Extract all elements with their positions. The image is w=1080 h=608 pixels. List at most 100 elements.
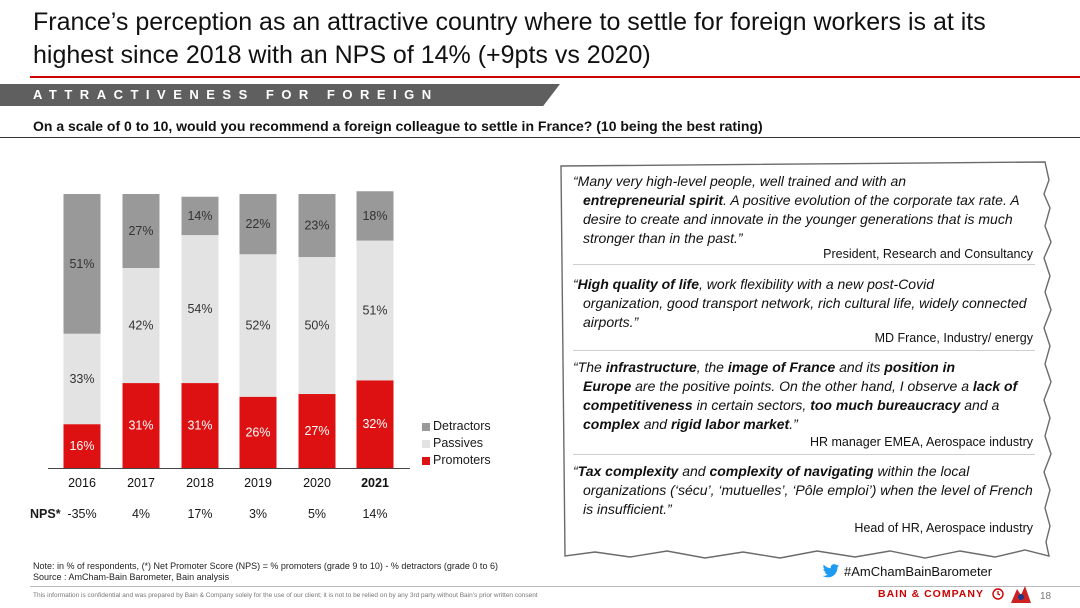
quotes-panel: “Many very high-level people, well train… (555, 160, 1055, 570)
bar-detractors-2017 (122, 194, 160, 268)
quote-1-attribution: President, Research and Consultancy (823, 247, 1033, 261)
data-label-passives-2017: 42% (128, 319, 153, 333)
nps-value-2019: 3% (248, 507, 268, 521)
bar-promoters-2021 (356, 380, 394, 468)
quote-continuation: entrepreneurial spirit. A positive evolu… (573, 191, 1033, 248)
legend-item-detractors: Detractors (422, 418, 491, 435)
quote-text: are the positive points. On the other ha… (631, 378, 973, 394)
quote-emphasis: complexity of navigating (709, 463, 874, 479)
x-tick-label-2016: 2016 (68, 476, 96, 490)
quote-text: and (639, 416, 671, 432)
quote-emphasis: complex (583, 416, 640, 432)
quote-emphasis: Tax complexity (577, 463, 679, 479)
quote-text: “ (573, 463, 578, 479)
stacked-bar-chart: 16% 33% 51% 2016 31% 42% 27% 2017 31% 54% 14% 2018 2… (48, 191, 410, 490)
amcham-logo-icon (1011, 586, 1031, 603)
bar-passives-2016 (63, 333, 101, 425)
bar-promoters-2016 (63, 424, 101, 468)
bar-promoters-2017 (122, 383, 160, 468)
bar-detractors-2021 (356, 191, 394, 241)
quote-continuation: organizations (‘sécu’, ‘mutuelles’, ‘Pôl… (573, 481, 1033, 519)
footer-rule (30, 586, 1080, 587)
data-label-detractors-2018: 14% (187, 209, 212, 223)
quote-text: within the local (873, 463, 970, 479)
hashtag[interactable]: #AmChamBainBarometer (822, 564, 992, 579)
quote-emphasis: rigid labor market (670, 416, 790, 432)
x-tick-label-2019: 2019 (244, 476, 272, 490)
bain-logo: BAIN & COMPANY (878, 588, 984, 600)
section-banner: ATTRACTIVENESS FOR FOREIGN EMPLOYEES (0, 84, 560, 106)
x-tick-label-2018: 2018 (186, 476, 214, 490)
bar-passives-2019 (239, 254, 277, 397)
nps-value-2017: 4% (131, 507, 151, 521)
question-underline (0, 137, 1080, 138)
quote-text: organizations (‘sécu’, ‘mutuelles’, ‘Pôl… (583, 482, 1033, 517)
chart-footnote: Note: in % of respondents, (*) Net Promo… (33, 561, 498, 583)
nps-value-2020: 5% (307, 507, 327, 521)
quote-text: and a (960, 397, 1000, 413)
quote-separator (573, 264, 1035, 265)
hashtag-label: #AmChamBainBarometer (844, 564, 993, 579)
survey-question: On a scale of 0 to 10, would you recomme… (33, 118, 763, 134)
quote-text: “Many very high-level people, well train… (573, 173, 907, 189)
bain-clock-icon (992, 588, 1004, 600)
data-label-detractors-2019: 22% (245, 217, 270, 231)
x-tick-label-2020: 2020 (303, 476, 331, 490)
data-label-promoters-2020: 27% (304, 424, 329, 438)
data-label-passives-2019: 52% (245, 319, 270, 333)
bar-passives-2017 (122, 267, 160, 384)
quote-text: organization, good transport network, ri… (583, 295, 1027, 330)
nps-value-2021: 14% (362, 507, 388, 521)
slide-title: France’s perception as an attractive cou… (33, 8, 986, 69)
bar-detractors-2020 (298, 194, 336, 258)
nps-row: NPS* -35% 4% 17% 3% 5% 14% (30, 507, 410, 523)
legend-swatch-passives (422, 439, 430, 448)
quote-text: .” (789, 416, 798, 432)
data-label-passives-2020: 50% (304, 319, 329, 333)
quote-3-attribution: HR manager EMEA, Aerospace industry (809, 435, 1033, 449)
bar-detractors-2016 (63, 194, 101, 334)
bar-passives-2021 (356, 240, 394, 381)
quote-1: “Many very high-level people, well train… (573, 172, 1033, 248)
quote-first-line: “Tax complexity and complexity of naviga… (573, 463, 969, 479)
data-label-detractors-2016: 51% (69, 257, 94, 271)
data-label-promoters-2016: 16% (69, 439, 94, 453)
bar-promoters-2020 (298, 394, 336, 468)
nps-value-2016: -35% (67, 507, 97, 521)
quote-4: “Tax complexity and complexity of naviga… (573, 462, 1033, 519)
quote-3: “The infrastructure, the image of France… (573, 358, 1033, 434)
data-label-passives-2018: 54% (187, 302, 212, 316)
x-tick-label-2021: 2021 (361, 476, 389, 490)
bar-passives-2020 (298, 257, 336, 395)
quote-text: and its (835, 359, 885, 375)
nps-value-2018: 17% (187, 507, 213, 521)
quote-continuation: Europe are the positive points. On the o… (573, 377, 1033, 434)
legend-swatch-promoters (422, 456, 430, 465)
legend-label-passives: Passives (433, 436, 484, 450)
page-number: 18 (1040, 591, 1052, 602)
legend-swatch-detractors (422, 422, 430, 431)
bar-passives-2018 (181, 235, 219, 384)
quote-text: , work flexibility with a new post-Covid (699, 276, 934, 292)
data-label-promoters-2017: 31% (128, 419, 153, 433)
quote-text: and (678, 463, 710, 479)
quote-first-line: “The infrastructure, the image of France… (573, 359, 955, 375)
bar-detractors-2018 (181, 196, 219, 236)
title-underline (30, 76, 1080, 78)
data-label-promoters-2018: 31% (187, 419, 212, 433)
note-text: Note: in % of respondents, (*) Net Promo… (33, 561, 498, 571)
quote-2: “High quality of life, work flexibility … (573, 275, 1033, 332)
bar-promoters-2019 (239, 396, 277, 468)
quote-first-line: “High quality of life, work flexibility … (573, 276, 934, 292)
quote-emphasis: image of France (727, 359, 836, 375)
quote-emphasis: infrastructure (605, 359, 697, 375)
quote-text: , the (696, 359, 728, 375)
legend-item-passives: Passives (422, 435, 491, 452)
quote-text: “ (573, 276, 578, 292)
bar-promoters-2018 (181, 383, 219, 468)
quote-emphasis: entrepreneurial spirit (583, 192, 724, 208)
quote-continuation: organization, good transport network, ri… (573, 294, 1033, 332)
torn-paper-background (560, 161, 1052, 559)
legend-item-promoters: Promoters (422, 452, 491, 469)
quote-4-attribution: Head of HR, Aerospace industry (854, 521, 1033, 535)
